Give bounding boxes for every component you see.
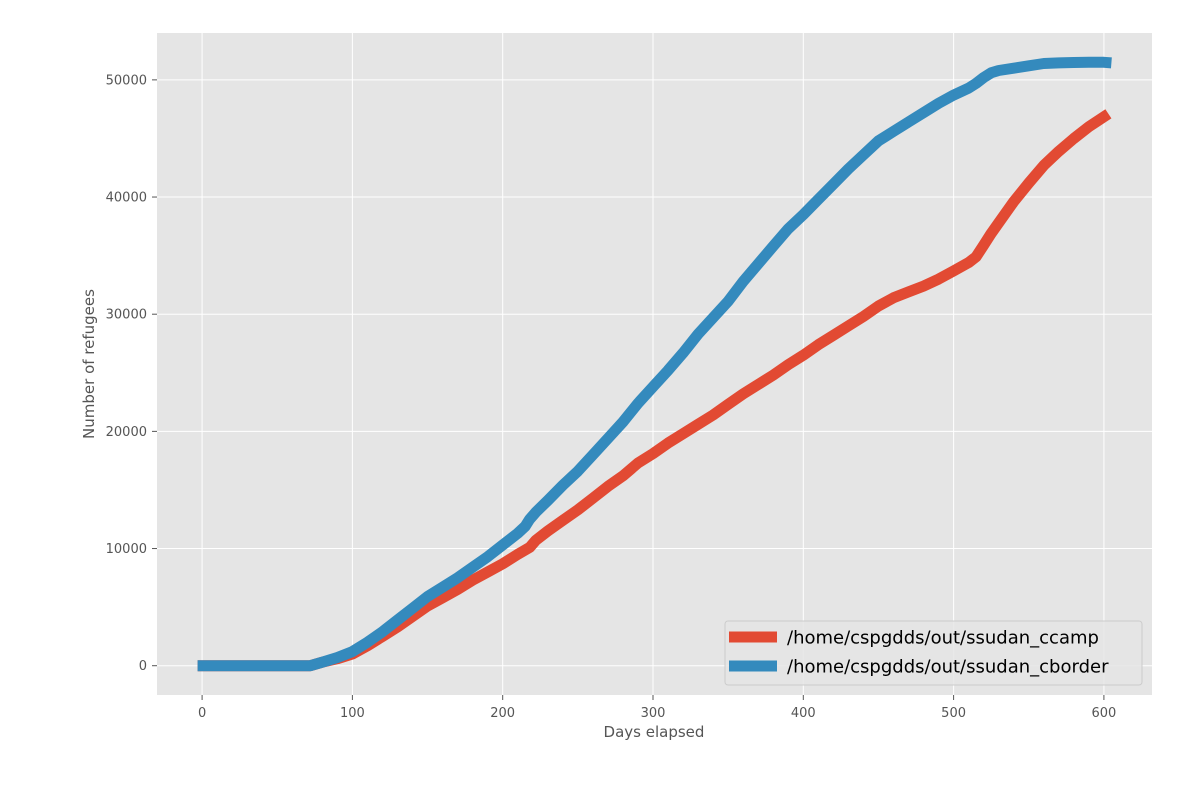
y-tick-label: 50000 [106, 73, 147, 88]
y-axis-ticks: 0 10000 20000 30000 40000 50000 [106, 73, 157, 674]
x-tick-label: 500 [941, 706, 966, 721]
series-line-2 [197, 56, 1112, 672]
x-tick-label: 200 [490, 706, 515, 721]
x-tick-label: 600 [1091, 706, 1116, 721]
legend-label: /home/cspgdds/out/ssudan_cborder [787, 657, 1109, 678]
y-tick-label: 40000 [106, 191, 147, 206]
y-tick-label: 10000 [106, 542, 147, 557]
y-axis-label: Number of refugees [80, 289, 98, 439]
x-axis-ticks: 0 100 200 300 400 500 600 [198, 695, 1116, 721]
y-tick-label: 20000 [106, 425, 147, 440]
series-line-1 [197, 109, 1112, 672]
plot-area [157, 33, 1152, 695]
x-tick-label: 100 [340, 706, 365, 721]
x-tick-label: 400 [791, 706, 816, 721]
legend-box [724, 620, 1143, 686]
legend-label: /home/cspgdds/out/ssudan_ccamp [787, 628, 1099, 649]
x-tick-label: 300 [641, 706, 666, 721]
y-tick-label: 0 [139, 659, 147, 674]
y-tick-label: 30000 [106, 308, 147, 323]
x-tick-label: 0 [198, 706, 206, 721]
legend: /home/cspgdds/out/ssudan_ccamp/home/cspg… [724, 620, 1143, 686]
x-axis-label: Days elapsed [604, 723, 705, 741]
series-lines [197, 56, 1112, 672]
